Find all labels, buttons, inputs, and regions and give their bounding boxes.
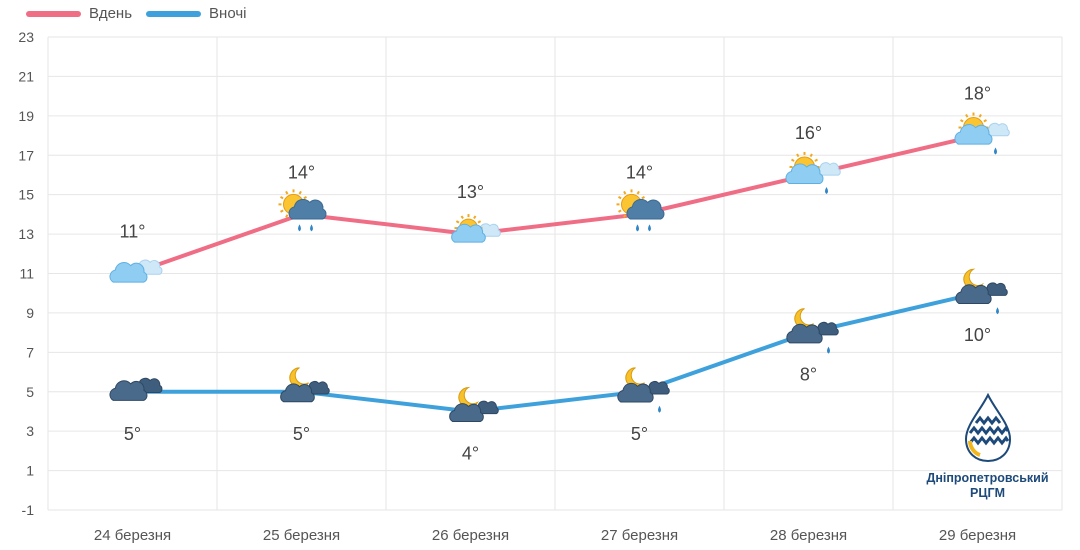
y-tick-label: 7 [26, 344, 34, 360]
night-value-label: 8° [800, 365, 817, 385]
water-drop-logo-icon [964, 393, 1011, 463]
partly-cloudy-icon [451, 214, 501, 243]
overcast-night-icon [109, 377, 163, 401]
day-value-label: 14° [626, 162, 653, 182]
legend-swatch-day [26, 10, 81, 17]
legend-label-day: Вдень [89, 5, 133, 22]
cloudy-icon [109, 259, 163, 283]
legend-item-night[interactable]: Вночі [146, 5, 246, 22]
moon-cloud-rain-icon [955, 268, 1008, 315]
moon-cloud-icon [280, 367, 330, 403]
y-tick-label: 11 [19, 266, 34, 282]
legend-label-night: Вночі [209, 5, 247, 22]
chart-legend: Вдень Вночі [26, 5, 260, 22]
night-value-label: 4° [462, 443, 479, 463]
x-tick-label: 24 березня [94, 527, 171, 544]
day-value-label: 11° [120, 222, 146, 242]
y-tick-label: 5 [26, 384, 34, 400]
y-tick-label: 9 [26, 305, 34, 321]
y-tick-label: 1 [26, 463, 34, 479]
x-tick-label: 28 березня [770, 527, 847, 544]
legend-item-day[interactable]: Вдень [26, 5, 132, 22]
y-tick-label: 13 [18, 226, 34, 242]
x-tick-label: 27 березня [601, 527, 678, 544]
organization-logo: Дніпропетровський РЦГМ [915, 393, 1060, 501]
y-tick-label: 21 [18, 68, 34, 84]
logo-text-line1: Дніпропетровський [926, 471, 1049, 485]
logo-text-line2: РЦГМ [970, 486, 1005, 500]
moon-cloud-icon [449, 386, 499, 422]
legend-swatch-night [146, 10, 202, 17]
y-tick-label: -1 [22, 502, 35, 518]
day-value-label: 16° [795, 123, 822, 143]
y-tick-label: 17 [18, 147, 34, 163]
day-value-label: 14° [288, 162, 315, 182]
x-tick-label: 26 березня [432, 527, 509, 544]
sun-cloud-light-rain-icon [954, 112, 1010, 155]
x-tick-label: 29 березня [939, 527, 1016, 544]
y-tick-label: 19 [18, 108, 34, 124]
sun-rain-icon [616, 189, 665, 232]
moon-cloud-rain-icon [786, 308, 839, 354]
sun-cloud-light-rain-icon [785, 151, 841, 194]
y-tick-label: 3 [26, 423, 34, 439]
day-value-label: 18° [964, 84, 991, 104]
night-value-label: 5° [631, 424, 648, 444]
sun-rain-icon [278, 189, 327, 232]
night-value-label: 5° [293, 424, 310, 444]
day-value-label: 13° [457, 182, 484, 202]
night-value-label: 5° [124, 424, 141, 444]
x-tick-label: 25 березня [263, 527, 340, 544]
y-tick-label: 23 [18, 29, 34, 45]
night-value-label: 10° [964, 325, 991, 345]
moon-cloud-rain-icon [617, 367, 670, 413]
y-tick-label: 15 [18, 187, 34, 203]
